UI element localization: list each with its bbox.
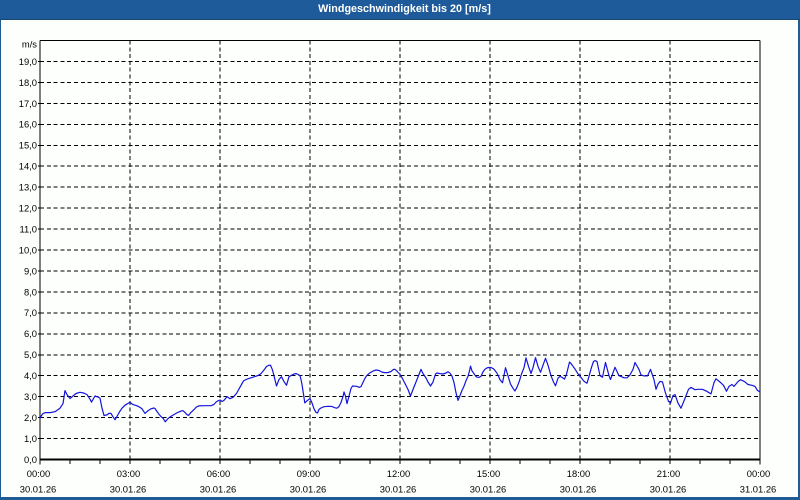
svg-text:5,0: 5,0: [24, 349, 37, 360]
svg-text:17,0: 17,0: [19, 98, 37, 109]
svg-text:4,0: 4,0: [24, 370, 37, 381]
svg-text:11,0: 11,0: [19, 224, 37, 235]
svg-text:21:00: 21:00: [657, 468, 680, 479]
svg-text:6,0: 6,0: [24, 328, 37, 339]
svg-text:30.01.26: 30.01.26: [650, 484, 687, 495]
svg-text:14,0: 14,0: [19, 161, 37, 172]
svg-text:15,0: 15,0: [19, 140, 37, 151]
svg-text:30.01.26: 30.01.26: [290, 484, 327, 495]
svg-text:3,0: 3,0: [24, 391, 37, 402]
svg-text:30.01.26: 30.01.26: [380, 484, 417, 495]
svg-text:2,0: 2,0: [24, 412, 37, 423]
svg-text:00:00: 00:00: [27, 468, 50, 479]
svg-text:8,0: 8,0: [24, 286, 37, 297]
svg-text:12:00: 12:00: [387, 468, 410, 479]
svg-text:0,0: 0,0: [24, 454, 37, 465]
svg-text:31.01.26: 31.01.26: [740, 484, 777, 495]
svg-text:13,0: 13,0: [19, 182, 37, 193]
svg-text:00:00: 00:00: [747, 468, 770, 479]
svg-text:m/s: m/s: [22, 39, 37, 50]
svg-text:30.01.26: 30.01.26: [110, 484, 147, 495]
svg-text:7,0: 7,0: [24, 307, 37, 318]
svg-text:12,0: 12,0: [19, 203, 37, 214]
svg-text:18:00: 18:00: [567, 468, 590, 479]
svg-text:30.01.26: 30.01.26: [200, 484, 237, 495]
svg-text:30.01.26: 30.01.26: [20, 484, 57, 495]
svg-text:09:00: 09:00: [297, 468, 320, 479]
svg-text:15:00: 15:00: [477, 468, 500, 479]
svg-text:19,0: 19,0: [19, 56, 37, 67]
svg-text:03:00: 03:00: [117, 468, 140, 479]
svg-text:30.01.26: 30.01.26: [470, 484, 507, 495]
svg-text:06:00: 06:00: [207, 468, 230, 479]
svg-text:1,0: 1,0: [24, 433, 37, 444]
svg-text:30.01.26: 30.01.26: [560, 484, 597, 495]
svg-text:9,0: 9,0: [24, 265, 37, 276]
svg-text:18,0: 18,0: [19, 77, 37, 88]
svg-text:16,0: 16,0: [19, 119, 37, 130]
svg-text:10,0: 10,0: [19, 244, 37, 255]
